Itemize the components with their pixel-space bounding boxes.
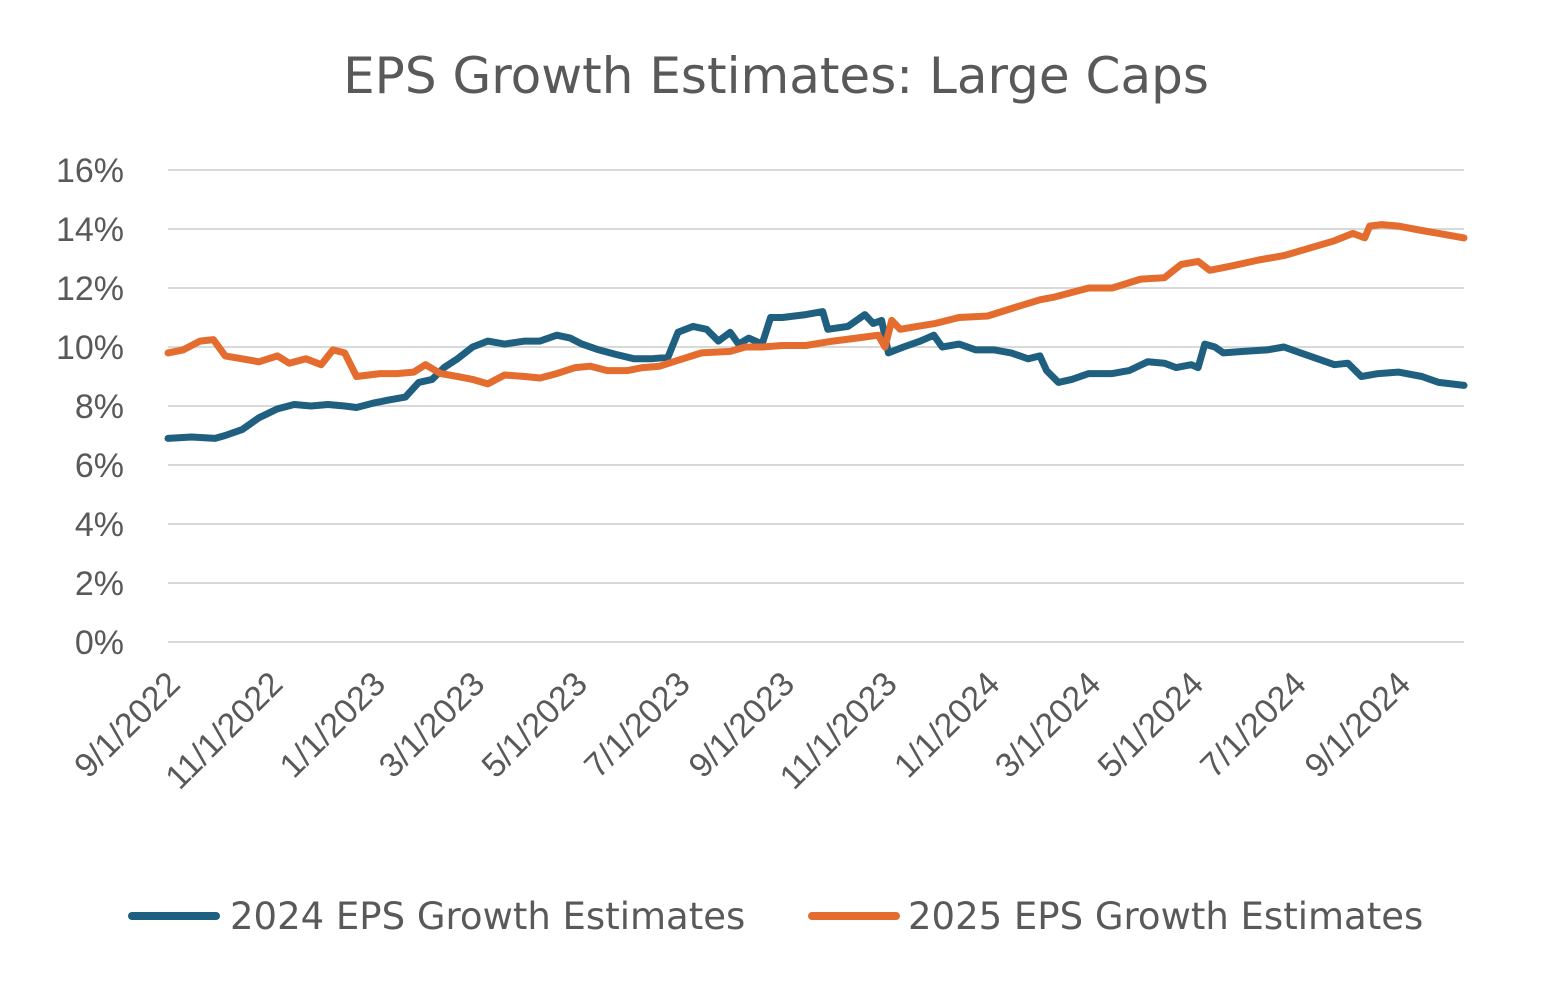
y-tick-label: 8% bbox=[75, 388, 124, 426]
y-tick-label: 2% bbox=[75, 565, 124, 603]
x-tick-label: 3/1/2024 bbox=[988, 665, 1108, 785]
series-group bbox=[164, 221, 1468, 442]
series-line-2 bbox=[164, 221, 1468, 388]
y-tick-label: 0% bbox=[75, 624, 124, 662]
x-tick-label: 5/1/2023 bbox=[475, 665, 595, 785]
y-axis: 0% 2% 4% 6% 8% 10% 12% 14% 16% bbox=[56, 152, 124, 662]
x-tick-label: 7/1/2023 bbox=[577, 665, 697, 785]
x-tick-label: 1/1/2023 bbox=[273, 665, 393, 785]
x-tick-label: 9/1/2024 bbox=[1298, 665, 1418, 785]
y-tick-label: 6% bbox=[75, 447, 124, 485]
x-tick-label: 1/1/2024 bbox=[887, 665, 1007, 785]
y-tick-label: 16% bbox=[56, 152, 124, 190]
x-tick-label: 5/1/2024 bbox=[1091, 665, 1211, 785]
x-axis: 9/1/202211/1/20221/1/20233/1/20235/1/202… bbox=[67, 665, 1418, 797]
x-tick-label: 7/1/2024 bbox=[1193, 665, 1313, 785]
legend-label-1: 2024 EPS Growth Estimates bbox=[230, 895, 745, 938]
y-tick-label: 14% bbox=[56, 211, 124, 249]
legend: 2024 EPS Growth Estimates 2025 EPS Growth… bbox=[128, 895, 1423, 938]
y-tick-label: 12% bbox=[56, 270, 124, 308]
series-line-1 bbox=[164, 308, 1468, 442]
y-tick-label: 4% bbox=[75, 506, 124, 544]
legend-label-2: 2025 EPS Growth Estimates bbox=[908, 895, 1423, 938]
x-tick-label: 3/1/2023 bbox=[372, 665, 492, 785]
chart-title: EPS Growth Estimates: Large Caps bbox=[343, 47, 1209, 105]
y-tick-label: 10% bbox=[56, 329, 124, 367]
